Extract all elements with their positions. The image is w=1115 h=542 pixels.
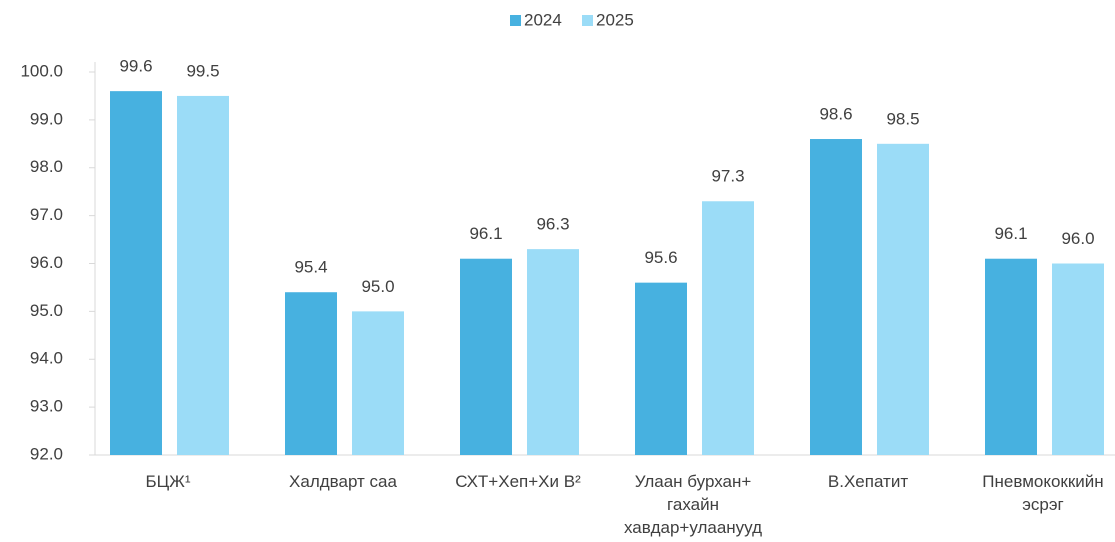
y-tick-label: 95.0 [30, 301, 63, 320]
data-label: 98.5 [886, 109, 919, 128]
bar [702, 201, 754, 455]
bar [177, 95, 229, 455]
x-tick-label: В.Хепатит [827, 472, 909, 491]
y-tick-label: 92.0 [30, 444, 63, 463]
data-label: 97.3 [711, 167, 744, 186]
x-tick-label: БЦЖ¹ [145, 472, 191, 491]
bar [110, 91, 162, 456]
x-tick-label: Пневмококкийн эсрэг [982, 472, 1104, 514]
data-label: 96.3 [536, 215, 569, 234]
legend-label: 2024 [524, 10, 562, 29]
bar [985, 258, 1037, 455]
bar [460, 258, 512, 455]
y-tick-label: 93.0 [30, 397, 63, 416]
bar [285, 292, 337, 455]
y-tick-label: 97.0 [30, 205, 63, 224]
bar [1052, 263, 1104, 455]
y-tick-label: 100.0 [20, 61, 63, 80]
bar [635, 282, 687, 455]
data-label: 99.6 [119, 57, 152, 76]
y-tick-label: 94.0 [30, 349, 63, 368]
y-tick-label: 99.0 [30, 109, 63, 128]
data-label: 98.6 [819, 105, 852, 124]
data-label: 96.1 [994, 224, 1027, 243]
data-label: 99.5 [186, 61, 219, 80]
x-tick-label: СХТ+Хеп+Хи B² [455, 472, 581, 491]
legend-swatch [510, 15, 521, 26]
y-tick-label: 98.0 [30, 157, 63, 176]
data-label: 96.0 [1061, 229, 1094, 248]
x-tick-label: Халдварт саа [289, 472, 397, 491]
bar [527, 249, 579, 455]
data-label: 95.0 [361, 277, 394, 296]
y-tick-label: 96.0 [30, 253, 63, 272]
x-tick-label: Улаан бурхан+ гахайн хавдар+улаанууд [623, 472, 763, 537]
bar [810, 139, 862, 455]
data-label: 95.4 [294, 258, 327, 277]
data-label: 96.1 [469, 224, 502, 243]
legend-swatch [582, 15, 593, 26]
bar [352, 311, 404, 455]
legend-label: 2025 [596, 10, 634, 29]
data-label: 95.6 [644, 248, 677, 267]
bar [877, 143, 929, 455]
